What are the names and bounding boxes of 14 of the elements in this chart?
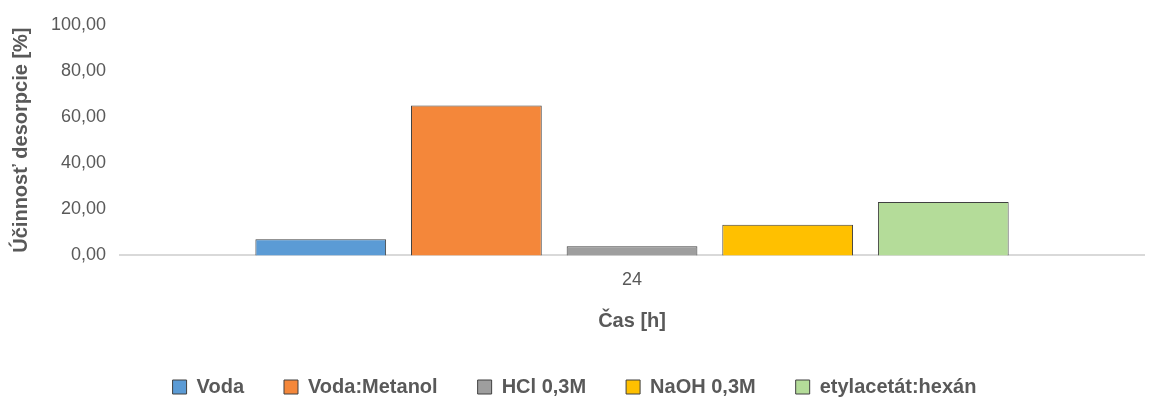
y-tick-label: 60,00	[61, 106, 107, 127]
y-tick-label: 100,00	[50, 13, 107, 34]
legend-label: Voda:Metanol	[308, 374, 438, 397]
x-axis-title: Čas [h]	[598, 307, 666, 331]
legend-label: HCl 0,3M	[501, 374, 587, 397]
y-tick-label: 80,00	[61, 59, 107, 80]
legend-label: Voda	[196, 374, 245, 397]
y-tick-label: 40,00	[61, 152, 107, 173]
legend-label: NaOH 0,3M	[650, 374, 756, 397]
y-tick-label: 0,00	[71, 244, 107, 265]
legend-label: etylacetát:hexán	[819, 374, 977, 397]
x-tick-label: 24	[622, 269, 643, 290]
y-axis-title: Účinnosť desorpcie [%]	[7, 27, 31, 253]
y-tick-label: 20,00	[61, 198, 107, 219]
